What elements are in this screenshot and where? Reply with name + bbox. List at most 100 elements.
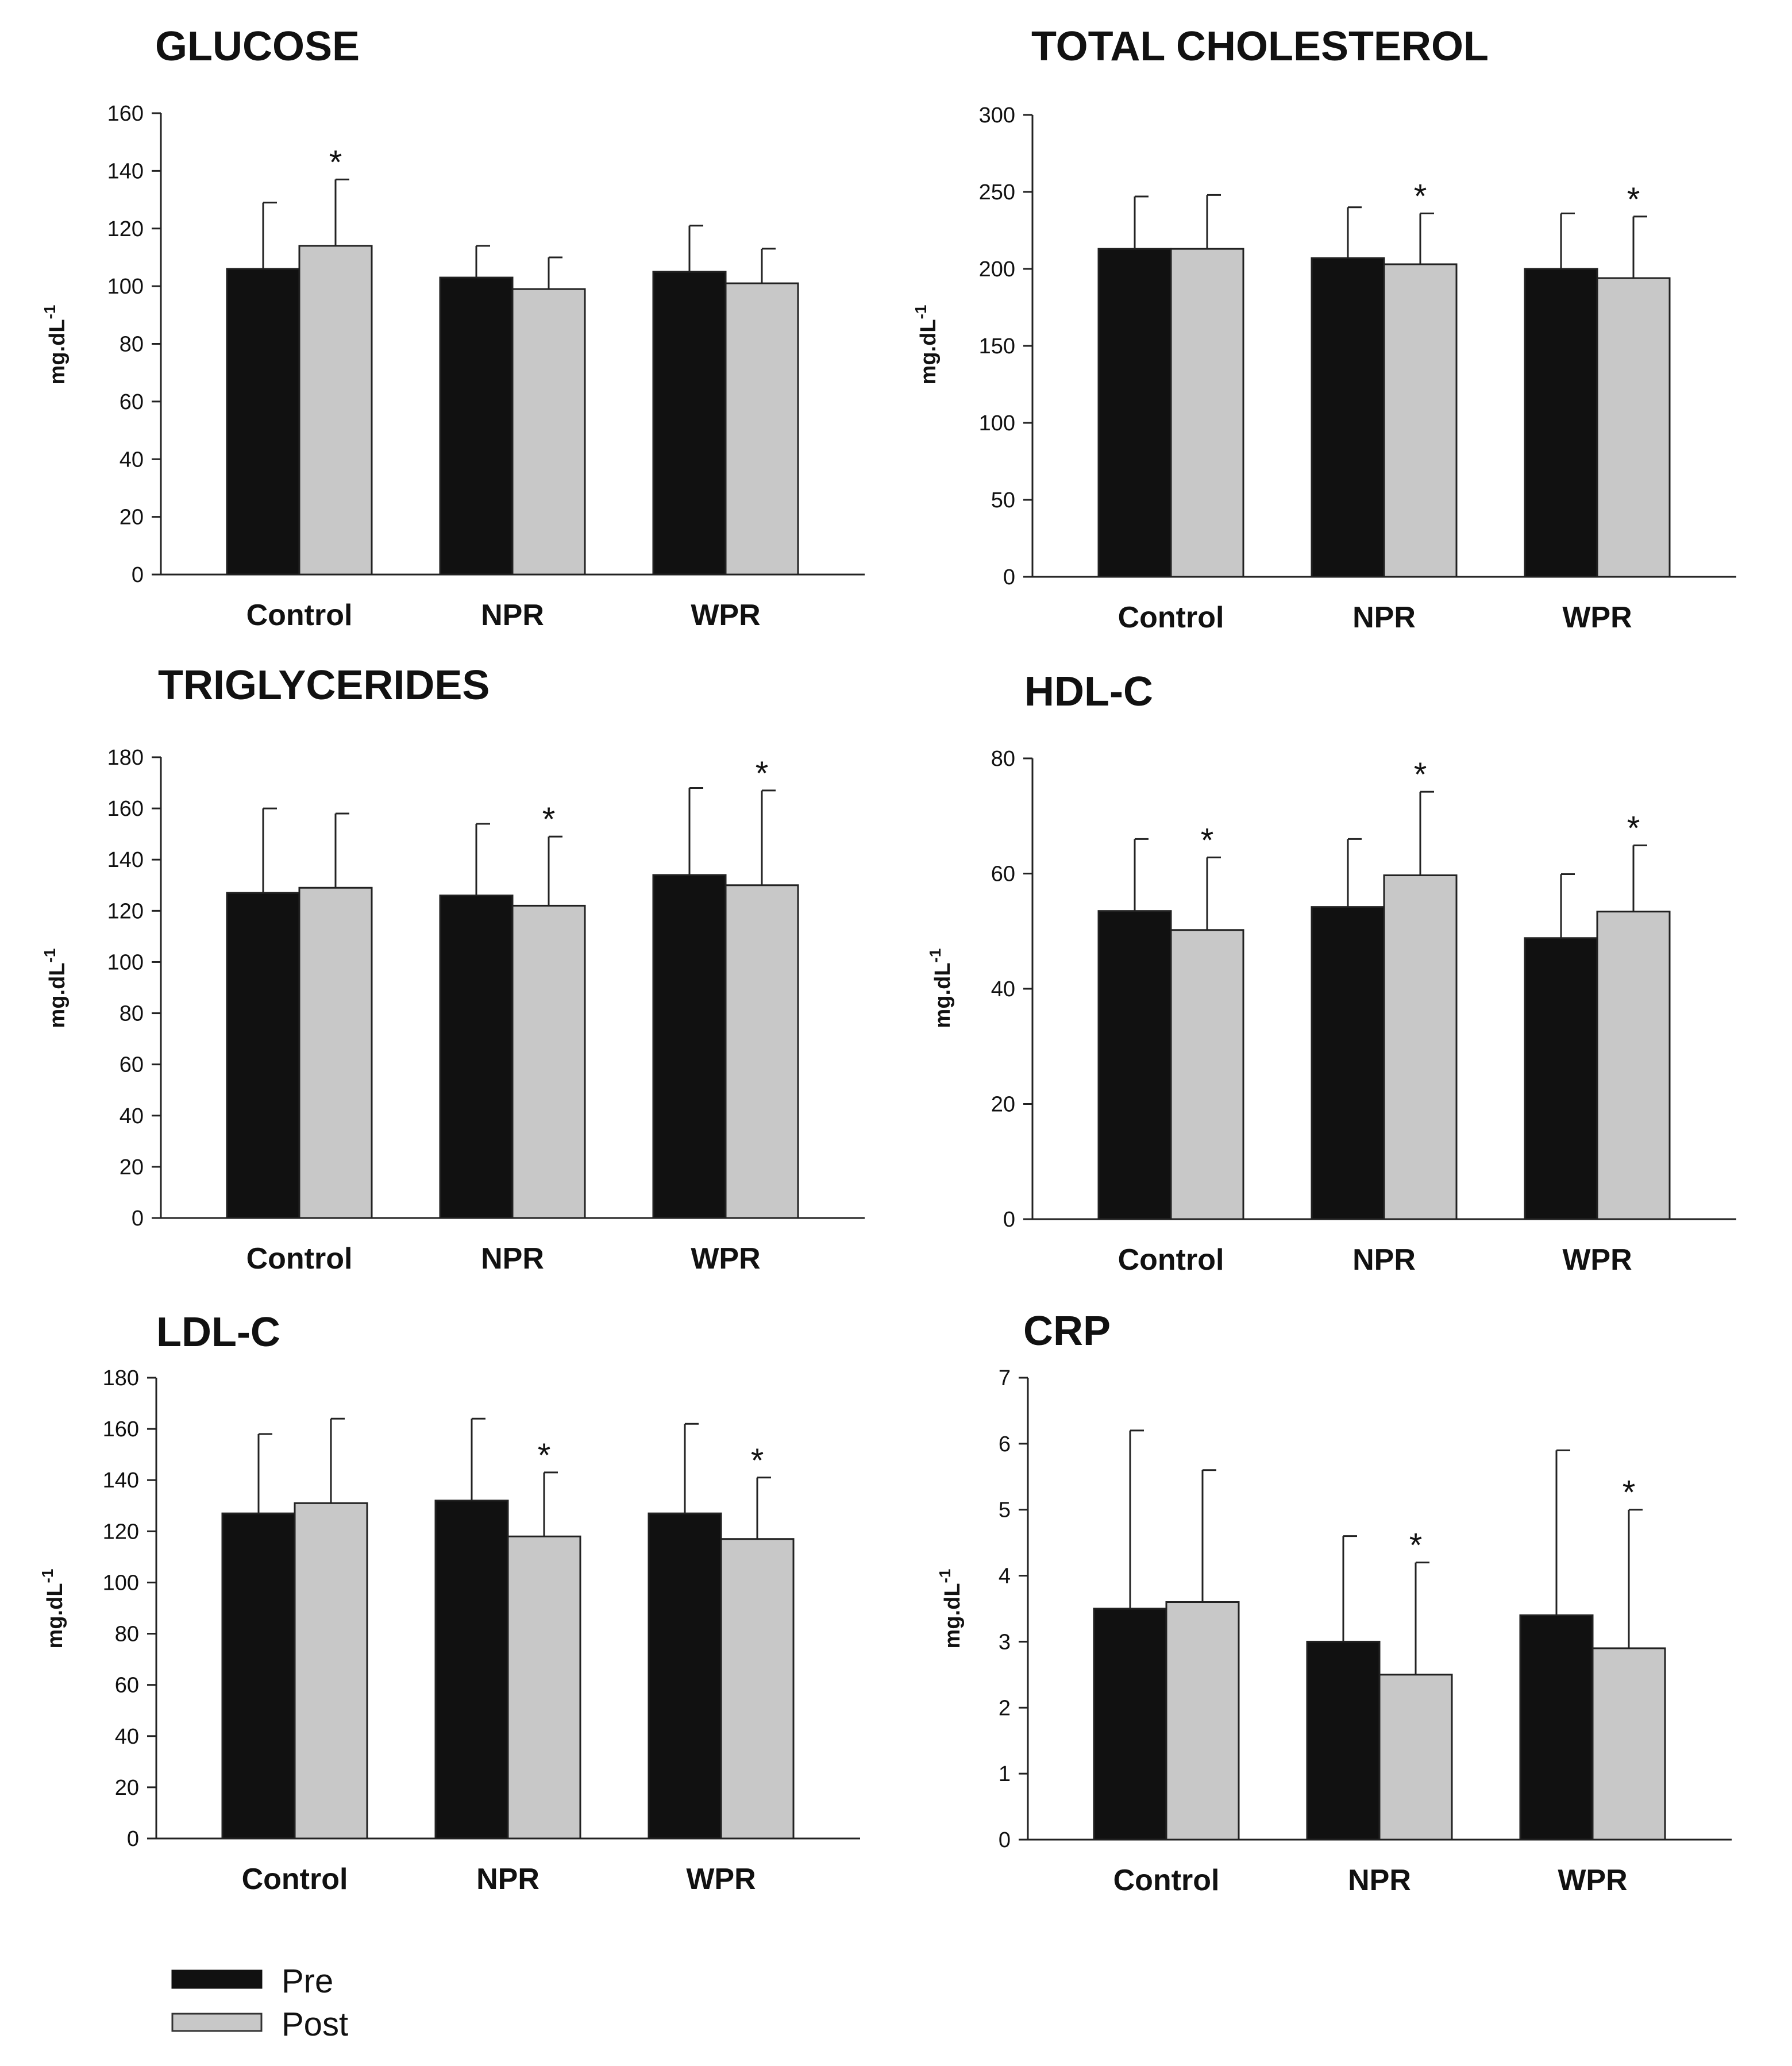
chart-panel-triglycerides: TRIGLYCERIDES mg.dL-1 0 20 40 60 80 100 120 140 16…: [41, 662, 865, 1275]
bar-post-control: [1170, 929, 1244, 1220]
significance-star: *: [1627, 181, 1640, 218]
chart-title: GLUCOSE: [155, 24, 360, 70]
y-axis-label-superscript: -1: [936, 1569, 954, 1583]
y-tick-label: 20: [991, 1093, 1015, 1117]
y-axis-label-superscript: -1: [926, 949, 944, 963]
bar-post-wpr: [1596, 911, 1671, 1220]
y-tick-label: 2: [999, 1696, 1011, 1720]
y-tick-label: 60: [120, 1053, 144, 1077]
significance-star: *: [329, 144, 342, 181]
bar-pre-wpr: [1524, 937, 1598, 1220]
bar-pre-wpr: [652, 271, 727, 576]
legend-swatch-post: [171, 2013, 263, 2032]
y-tick-label: 40: [991, 977, 1015, 1001]
significance-star: *: [1627, 810, 1640, 847]
legend: Pre Post: [171, 1963, 348, 2043]
y-tick-label: 100: [979, 411, 1015, 435]
y-tick-label: 160: [103, 1417, 139, 1441]
bar-pre-npr: [439, 276, 514, 576]
bar-post-wpr: [724, 282, 799, 576]
bar-post-control: [298, 886, 373, 1219]
y-axis-label: mg.dL-1: [912, 305, 941, 385]
bar-post-wpr: [1591, 1647, 1666, 1841]
x-category-label: Control: [1113, 1864, 1220, 1897]
y-tick-label: 0: [132, 563, 144, 587]
bar-post-control: [294, 1502, 368, 1840]
chart-panel-crp: CRP mg.dL-1 0 1 2 3 4 5 6 7 Control * NPR * WPR: [936, 1308, 1732, 1897]
significance-star: *: [1409, 1527, 1423, 1564]
bar-pre-npr: [1311, 257, 1385, 578]
y-tick-label: 0: [127, 1827, 139, 1851]
y-tick-label: 140: [107, 848, 144, 872]
y-tick-label: 0: [1003, 1208, 1015, 1232]
y-axis-label-superscript: -1: [912, 305, 930, 319]
x-category-label: Control: [246, 1242, 353, 1275]
x-category-label: Control: [1118, 601, 1224, 634]
y-tick-label: 0: [132, 1207, 144, 1231]
x-category-label: WPR: [686, 1863, 756, 1896]
y-axis-label-superscript: -1: [41, 949, 59, 963]
chart-panel-hdl-c: HDL-C mg.dL-1 0 20 40 60 80 * Control * NPR * WPR: [926, 669, 1736, 1277]
y-tick-label: 60: [115, 1674, 139, 1698]
bar-pre-npr: [439, 895, 514, 1219]
y-tick-label: 80: [120, 333, 144, 357]
y-tick-label: 60: [991, 862, 1015, 886]
bar-pre-npr: [1306, 1640, 1381, 1841]
y-tick-label: 5: [999, 1498, 1011, 1522]
bar-pre-wpr: [652, 874, 727, 1219]
significance-star: *: [542, 801, 556, 838]
x-category-label: WPR: [691, 599, 760, 632]
y-axis-label-superscript: -1: [41, 305, 59, 319]
chart-title: CRP: [1023, 1308, 1111, 1354]
x-category-label: WPR: [691, 1242, 760, 1275]
y-axis-label: mg.dL-1: [926, 949, 955, 1028]
y-tick-label: 50: [991, 488, 1015, 512]
chart-title: HDL-C: [1024, 669, 1153, 715]
bar-pre-control: [1093, 1608, 1167, 1841]
bar-pre-control: [1097, 248, 1172, 578]
y-tick-label: 6: [999, 1432, 1011, 1456]
bar-post-npr: [511, 904, 586, 1219]
x-category-label: NPR: [1352, 601, 1416, 634]
bar-pre-wpr: [648, 1512, 722, 1840]
y-tick-label: 300: [979, 103, 1015, 128]
significance-star: *: [1414, 178, 1427, 215]
y-tick-label: 100: [107, 950, 144, 974]
y-tick-label: 80: [115, 1622, 139, 1647]
y-tick-label: 140: [103, 1468, 139, 1493]
bar-pre-wpr: [1519, 1614, 1594, 1841]
y-tick-label: 4: [999, 1564, 1011, 1589]
y-tick-label: 250: [979, 180, 1015, 205]
y-tick-label: 40: [120, 1104, 144, 1128]
bar-post-npr: [1378, 1674, 1453, 1841]
significance-star: *: [751, 1442, 764, 1479]
y-tick-label: 0: [999, 1828, 1011, 1852]
chart-title: TRIGLYCERIDES: [158, 662, 490, 708]
bar-post-npr: [511, 288, 586, 576]
bar-pre-npr: [1311, 906, 1385, 1220]
x-category-label: WPR: [1558, 1864, 1627, 1897]
bar-pre-control: [1097, 910, 1172, 1220]
y-tick-label: 120: [107, 217, 144, 241]
x-category-label: Control: [1118, 1243, 1224, 1277]
y-axis-label: mg.dL-1: [936, 1569, 965, 1649]
bar-pre-control: [226, 268, 300, 576]
y-axis-label-superscript: -1: [38, 1569, 56, 1583]
y-tick-label: 40: [115, 1725, 139, 1749]
bar-post-npr: [1383, 874, 1458, 1220]
y-tick-label: 1: [999, 1762, 1011, 1786]
y-tick-label: 180: [107, 746, 144, 770]
bar-pre-npr: [434, 1500, 509, 1840]
bar-post-control: [1165, 1601, 1240, 1841]
y-tick-label: 3: [999, 1630, 1011, 1654]
y-tick-label: 40: [120, 448, 144, 472]
y-tick-label: 140: [107, 159, 144, 183]
legend-label-pre: Pre: [282, 1963, 333, 2000]
y-axis-label: mg.dL-1: [41, 305, 70, 385]
bar-pre-control: [226, 892, 300, 1219]
y-tick-label: 180: [103, 1366, 139, 1390]
y-axis-label: mg.dL-1: [38, 1569, 67, 1649]
chart-panels: GLUCOSEmg.dL-1020406080100120140160*Cont…: [38, 24, 1736, 1897]
y-tick-label: 0: [1003, 565, 1015, 589]
y-tick-label: 120: [107, 899, 144, 923]
